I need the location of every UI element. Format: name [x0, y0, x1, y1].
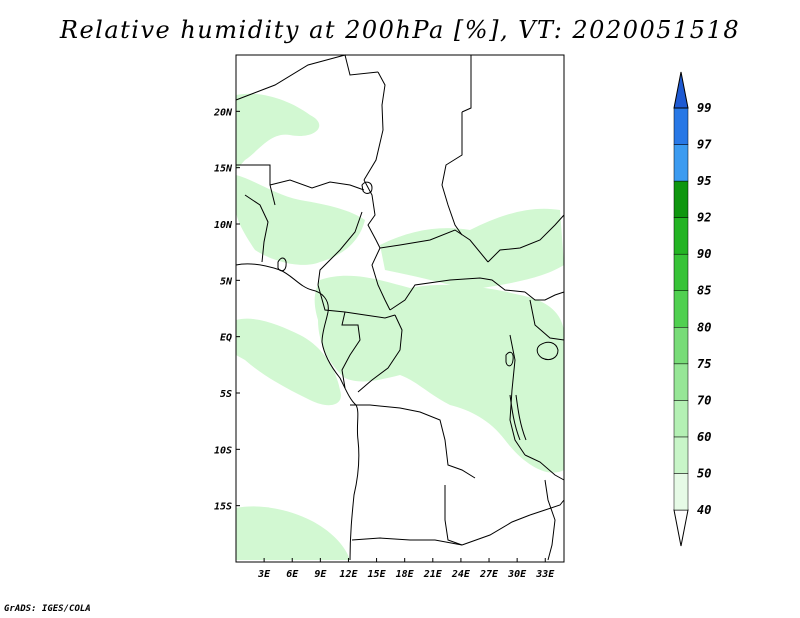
lat-tick-label: 5S [220, 389, 232, 400]
colorbar-segment [673, 363, 689, 401]
lake-chad [361, 181, 373, 194]
lat-tick-label: 5N [220, 276, 233, 287]
lat-tick-label: 10S [214, 445, 232, 456]
shade-gulf [236, 318, 341, 406]
lat-tick-label: EQ [220, 333, 232, 344]
colorbar-label: 40 [697, 503, 711, 517]
colorbar-label: 70 [697, 393, 711, 407]
border-chad-car [379, 229, 489, 263]
colorbar-segment [673, 473, 689, 511]
shade-south [236, 506, 350, 560]
colorbar-segment [673, 290, 689, 328]
shade-central-north [380, 208, 564, 290]
colorbar-label: 99 [697, 101, 711, 115]
border-burkina [244, 194, 269, 263]
border-ss-drc [524, 291, 565, 301]
colorbar-label: 85 [697, 284, 711, 298]
border-cameroon-south [317, 284, 396, 319]
border-libya-egypt [363, 71, 386, 181]
border-mali-niger [236, 164, 276, 206]
lon-tick-label: 21E [423, 569, 443, 580]
map-frame [235, 54, 565, 563]
border-uganda-kenya [529, 299, 565, 341]
colorbar-label: 90 [697, 247, 711, 261]
lake-volta [277, 257, 287, 272]
border-gabon [341, 311, 361, 389]
colorbar-max-triangle [673, 71, 689, 109]
colorbar: 40 50 60 70 75 80 85 90 92 95 97 99 [673, 71, 712, 547]
colorbar-segment [673, 436, 689, 474]
lon-tick-label: 12E [339, 569, 358, 580]
colorbar-min-triangle [673, 509, 689, 547]
border-tanzania [524, 454, 565, 481]
shade-congo [314, 275, 564, 473]
colorbar-segment [673, 400, 689, 438]
lat-tick-label: 15N [214, 164, 233, 175]
border-nigeria-cameroon [317, 211, 363, 286]
coastline [235, 263, 360, 561]
border-congo-drc [357, 314, 403, 393]
lat-tick-label: 15S [214, 502, 232, 513]
border-angola-namibia [351, 537, 463, 546]
lon-tick-label: 15E [368, 569, 387, 580]
colorbar-label: 50 [697, 466, 711, 480]
border-cameroon-car [371, 247, 391, 311]
border-angola-zambia [444, 485, 463, 546]
colorbar-segment [673, 144, 689, 182]
map-axes: 20N 15N 10N 5N EQ 5S 10S 15S 3E 6E 9E 12E 15E 18E 21E 2… [213, 107, 555, 580]
colorbar-label: 97 [697, 138, 712, 152]
colorbar-segment [673, 253, 689, 291]
lon-tick-label: 33E [535, 569, 555, 580]
colorbar-segment [673, 327, 689, 365]
border-zambia-south [461, 514, 531, 546]
border-chad-sudan [441, 112, 463, 236]
lake-victoria [536, 341, 559, 361]
border-niger-nigeria [269, 179, 365, 191]
lat-tick-label: 20N [213, 107, 233, 118]
lon-tick-label: 9E [314, 569, 327, 580]
lon-tick-label: 24E [451, 569, 471, 580]
lake-kivu [505, 351, 514, 367]
lon-tick-label: 6E [286, 569, 299, 580]
border-malawi [544, 479, 556, 561]
border-drc-angola [350, 404, 476, 479]
border-ethiopia [487, 214, 565, 263]
colorbar-label: 95 [697, 174, 711, 188]
country-borders [235, 54, 565, 561]
lon-tick-label: 27E [479, 569, 499, 580]
border-mozambique [529, 499, 565, 516]
lake-tanganyika [509, 394, 527, 441]
border-egypt-sudan [461, 55, 472, 113]
grads-credit: GrADS: IGES/COLA [4, 604, 91, 614]
colorbar-label: 75 [697, 357, 711, 371]
lat-tick-label: 10N [214, 220, 233, 231]
lon-tick-label: 3E [257, 569, 271, 580]
lon-tick-label: 30E [507, 569, 527, 580]
colorbar-label: 80 [697, 320, 711, 334]
shade-sahel-west [236, 175, 365, 265]
colorbar-segment [673, 217, 689, 255]
colorbar-segment [673, 180, 689, 218]
border-car-drc [389, 277, 526, 311]
colorbar-label: 92 [697, 211, 711, 225]
colorbar-segment [673, 107, 689, 145]
border-algeria-libya [235, 54, 379, 101]
colorbar-label: 60 [697, 430, 711, 444]
humidity-shading [236, 93, 564, 560]
shade-nw [236, 93, 320, 170]
map-title: Relative humidity at 200hPa [%], VT: 202… [59, 16, 741, 44]
lon-tick-label: 18E [396, 569, 415, 580]
